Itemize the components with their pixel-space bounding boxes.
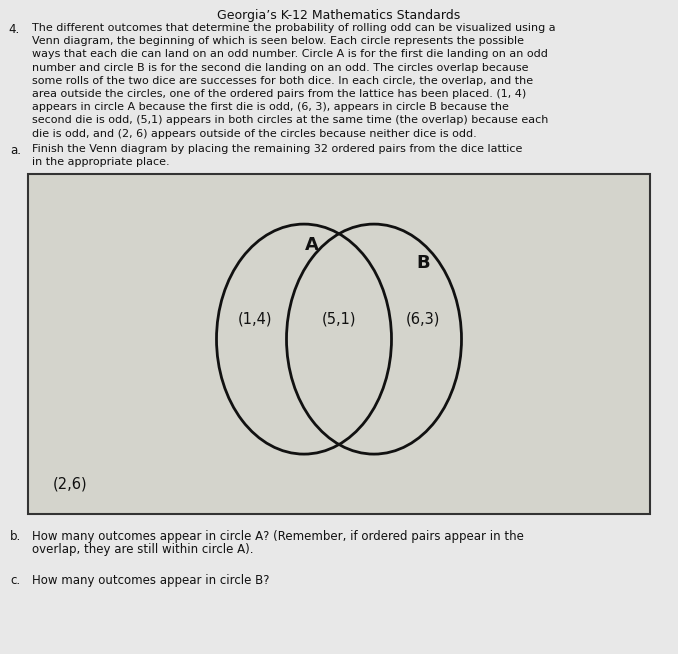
Text: A: A [305,236,319,254]
Text: (1,4): (1,4) [238,311,273,326]
Text: second die is odd, (5,1) appears in both circles at the same time (the overlap) : second die is odd, (5,1) appears in both… [32,115,549,126]
Text: (6,3): (6,3) [406,311,440,326]
Text: Venn diagram, the beginning of which is seen below. Each circle represents the p: Venn diagram, the beginning of which is … [32,36,524,46]
Text: B: B [416,254,430,272]
Text: ways that each die can land on an odd number. Circle A is for the first die land: ways that each die can land on an odd nu… [32,50,548,60]
Text: Georgia’s K-12 Mathematics Standards: Georgia’s K-12 Mathematics Standards [218,9,460,22]
Text: overlap, they are still within circle A).: overlap, they are still within circle A)… [32,543,254,556]
Text: c.: c. [10,574,20,587]
Text: appears in circle A because the first die is odd, (6, 3), appears in circle B be: appears in circle A because the first di… [32,102,509,112]
Text: number and circle B is for the second die landing on an odd. The circles overlap: number and circle B is for the second di… [32,63,528,73]
Text: in the appropriate place.: in the appropriate place. [32,157,170,167]
Text: area outside the circles, one of the ordered pairs from the lattice has been pla: area outside the circles, one of the ord… [32,89,526,99]
Text: (2,6): (2,6) [53,477,87,492]
Text: some rolls of the two dice are successes for both dice. In each circle, the over: some rolls of the two dice are successes… [32,76,533,86]
Text: How many outcomes appear in circle A? (Remember, if ordered pairs appear in the: How many outcomes appear in circle A? (R… [32,530,524,543]
Text: a.: a. [10,144,21,157]
Text: 4.: 4. [8,23,19,36]
Text: (5,1): (5,1) [322,311,356,326]
Bar [28,174,650,514]
Text: The different outcomes that determine the probability of rolling odd can be visu: The different outcomes that determine th… [32,23,556,33]
Text: Finish the Venn diagram by placing the remaining 32 ordered pairs from the dice : Finish the Venn diagram by placing the r… [32,144,522,154]
Text: How many outcomes appear in circle B?: How many outcomes appear in circle B? [32,574,269,587]
Text: die is odd, and (2, 6) appears outside of the circles because neither dice is od: die is odd, and (2, 6) appears outside o… [32,129,477,139]
Text: b.: b. [10,530,21,543]
